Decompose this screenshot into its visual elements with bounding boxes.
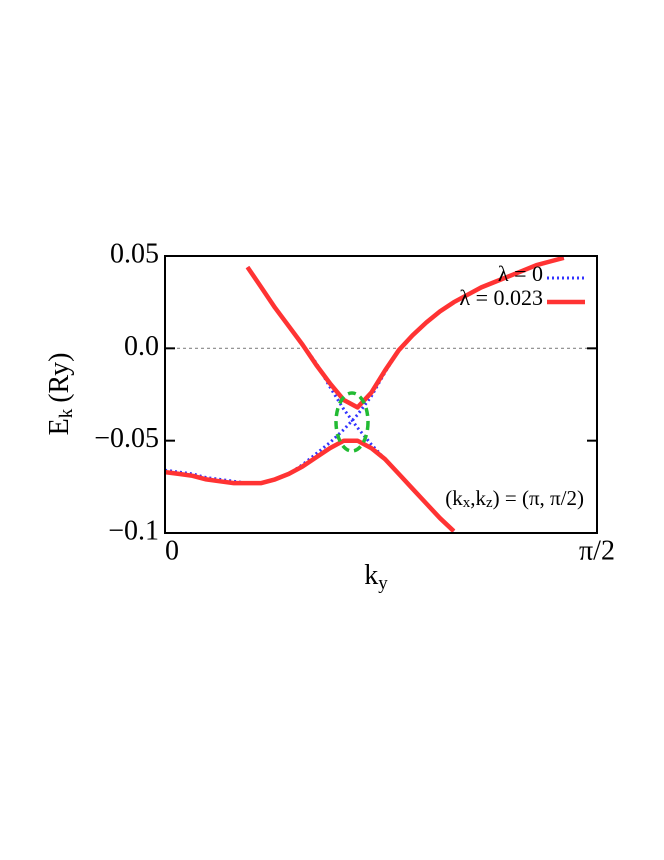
band-line [245,255,565,410]
y-label-sub: k [56,408,77,418]
x-axis-label: ky [364,560,388,594]
y-label-unit: (Ry) [44,353,75,403]
annotation-sub: x [463,495,471,511]
legend-label: λ = 0 [498,261,543,286]
band-line [164,438,456,533]
x-label-main: k [364,560,378,591]
y-label-main: E [44,418,75,435]
y-tick-label: 0.05 [110,238,159,269]
y-tick-label: −0.05 [94,423,159,454]
legend-label: λ = 0.023 [459,285,543,310]
annotation: (kx,kz) = (π, π/2) [445,486,584,512]
x-tick-label: 0 [165,535,179,566]
x-tick-label: π/2 [579,535,615,566]
annotation-part: ,k [470,486,486,510]
y-tick-label: 0.0 [124,331,159,362]
highlight-ellipse [334,391,370,453]
plot-area [164,255,597,533]
y-tick-label: −0.1 [108,515,159,546]
x-label-sub: y [378,573,388,594]
annotation-part: ) = (π, π/2) [493,486,584,510]
y-axis-label: Ek (Ry) [44,353,77,436]
annotation-sub: z [486,495,493,511]
annotation-part: (k [445,486,463,510]
plot-frame [164,255,598,534]
